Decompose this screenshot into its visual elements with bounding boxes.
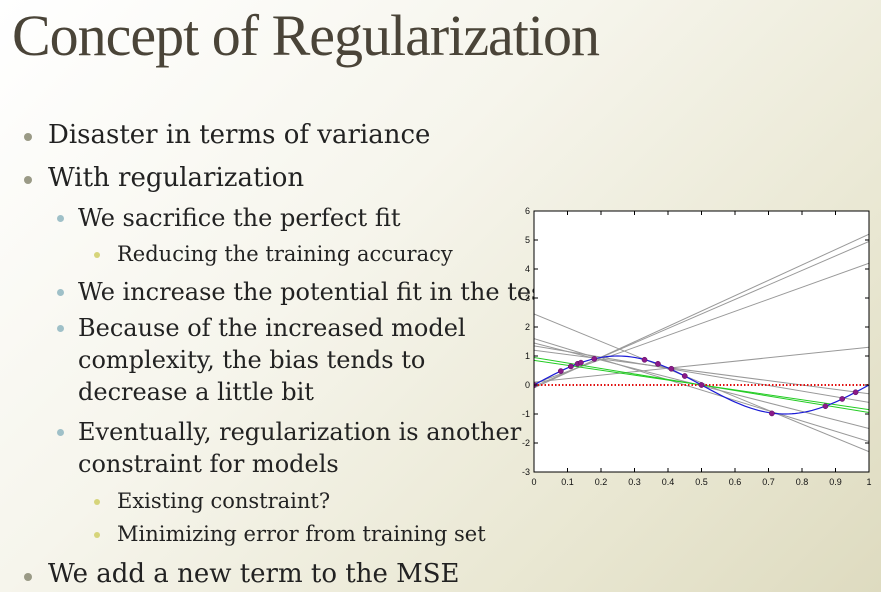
x-tick-label: 0.4 — [662, 477, 675, 487]
y-tick-label: -1 — [522, 409, 530, 419]
fitted-line — [534, 262, 869, 385]
x-tick-label: 0.7 — [762, 477, 775, 487]
regularization-chart: 0 0.1 0.2 0.3 0.4 0.5 0.6 0.7 0.8 0.9 1 -3 -2 -1 0 1 2 3 4… — [522, 206, 872, 487]
fitted-line — [534, 345, 869, 403]
fitted-line — [534, 240, 869, 387]
training-point — [591, 356, 598, 362]
x-tick-label: 1 — [866, 477, 871, 487]
training-point — [681, 373, 688, 379]
plot-area — [534, 211, 869, 472]
y-tick-label: 6 — [525, 206, 530, 216]
bullet-item: Disaster in terms of variance — [48, 120, 431, 150]
bullet-item: Reducing the training accuracy — [117, 242, 453, 266]
y-tick-label: 1 — [525, 351, 530, 361]
plot-series-group — [534, 233, 869, 453]
fitted-line — [534, 346, 869, 383]
y-tick-label: 5 — [525, 235, 530, 245]
training-point — [655, 360, 661, 367]
bullet-item: We increase the potential fit in the tes… — [78, 278, 554, 306]
training-point — [852, 389, 859, 396]
x-tick-label: 0.5 — [695, 477, 708, 487]
bullet-item: We sacrifice the perfect fit — [78, 204, 401, 232]
training-point — [641, 356, 648, 363]
slide-title: Concept of Regularization — [12, 3, 600, 68]
bullet-item: With regularization — [48, 163, 305, 193]
x-tick-label: 0.9 — [829, 477, 842, 487]
bullet-dot — [57, 325, 64, 332]
bullet-dot — [94, 532, 100, 538]
bullet-item: Because of the increased model — [78, 314, 466, 342]
y-tick-label: 4 — [525, 264, 530, 274]
training-point — [769, 410, 775, 417]
y-tick-label: 0 — [525, 380, 530, 390]
bullet-dot — [24, 176, 32, 184]
y-tick-label: -3 — [522, 467, 530, 477]
bullet-item-continuation: decrease a little bit — [78, 378, 314, 406]
bullet-item-continuation: complexity, the bias tends to — [78, 346, 426, 374]
x-tick-label: 0 — [531, 477, 536, 487]
training-point — [839, 396, 846, 402]
fitted-line — [534, 349, 869, 395]
bullet-item: Minimizing error from training set — [117, 522, 486, 546]
y-tick-label: -2 — [522, 438, 530, 448]
bullet-dot — [94, 499, 100, 505]
x-tick-label: 0.1 — [561, 477, 574, 487]
bullet-dot — [57, 289, 64, 296]
training-point — [822, 403, 829, 410]
training-point — [557, 368, 564, 374]
bullet-dot — [24, 573, 32, 581]
x-tick-label: 0.2 — [595, 477, 608, 487]
training-point — [698, 382, 705, 388]
training-point — [578, 359, 584, 366]
bullet-item: Existing constraint? — [117, 489, 331, 513]
bullet-dot — [57, 429, 64, 436]
x-tick-label: 0.6 — [729, 477, 742, 487]
y-tick-label: 2 — [525, 322, 530, 332]
bullet-dot — [57, 215, 64, 222]
bullet-item-continuation: constraint for models — [78, 450, 339, 478]
bullet-item: We add a new term to the MSE — [48, 559, 460, 589]
bullet-dot — [24, 133, 32, 141]
y-tick-label: 3 — [525, 293, 530, 303]
training-point — [568, 363, 574, 370]
bullet-item: Eventually, regularization is another — [78, 418, 522, 446]
bullet-dot — [94, 252, 100, 258]
x-tick-label: 0.8 — [796, 477, 809, 487]
x-tick-label: 0.3 — [628, 477, 641, 487]
training-point — [668, 365, 675, 372]
